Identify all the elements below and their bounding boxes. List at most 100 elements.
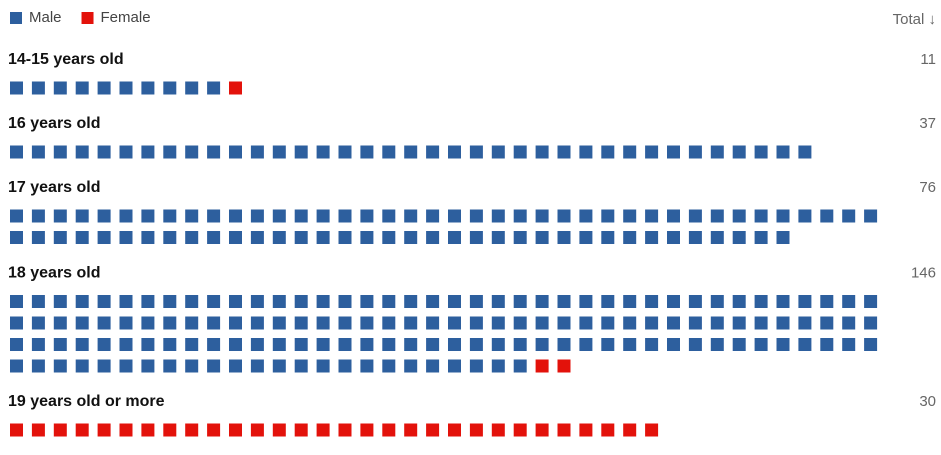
unit-square [360,316,374,330]
unit-square [53,145,67,159]
unit-square [207,145,221,159]
unit-square [272,145,286,159]
unit-square [579,316,593,330]
unit-square [469,231,483,244]
unit-square [382,295,396,308]
unit-square [688,209,702,223]
unit-square [579,145,593,159]
total-value: 30 [919,393,936,410]
unit-square [10,209,23,223]
unit-square [360,359,374,373]
unit-square [207,338,221,351]
unit-square [316,295,330,308]
unit-square [645,295,659,308]
unit-square [469,145,483,159]
unit-square [513,145,527,159]
unit-square [163,338,177,351]
unit-square [53,209,67,223]
unit-square [75,338,89,351]
unit-square [185,423,199,437]
unit-square [141,316,155,330]
unit-square [645,145,659,159]
unit-square [250,316,264,330]
unit-square [75,81,89,95]
unit-square [250,145,264,159]
unit-square [250,423,264,437]
unit-square [732,231,746,244]
unit-square [623,295,637,308]
unit-square [75,145,89,159]
unit-square [141,338,155,351]
unit-square [316,423,330,437]
unit-square [404,209,418,223]
unit-square [426,295,440,308]
unit-square [294,145,308,159]
legend-swatch [10,12,22,24]
unit-square [294,338,308,351]
unit-square [667,338,680,351]
unit-square [513,231,527,244]
unit-square [645,338,659,351]
unit-square [688,295,702,308]
unit-square [31,359,45,373]
unit-square [185,316,199,330]
unit-square [360,423,374,437]
unit-square [776,295,790,308]
unit-square [229,231,242,244]
unit-square [513,209,527,223]
unit-square [272,338,286,351]
unit-square [119,359,133,373]
unit-square [31,231,45,244]
unit-square [382,209,396,223]
unit-square [119,338,133,351]
unit-square [623,145,637,159]
unit-square [382,338,396,351]
unit-square [491,231,505,244]
unit-square [53,423,67,437]
unit-square [579,231,593,244]
unit-square [491,295,505,308]
unit-square [360,209,374,223]
legend-label: Female [101,9,151,26]
unit-square [798,145,812,159]
unit-square [776,231,790,244]
unit-square [820,295,834,308]
unit-square [404,231,418,244]
unit-square [229,209,242,223]
unit-square [10,145,23,159]
unit-square [272,316,286,330]
unit-square [75,231,89,244]
unit-square [97,338,111,351]
unit-square [360,295,374,308]
unit-square [185,359,199,373]
unit-square [448,338,461,351]
unit-square [207,81,221,95]
unit-square [601,423,615,437]
unit-square [601,145,615,159]
unit-square [710,145,724,159]
unit-square [119,316,133,330]
unit-square [448,423,461,437]
total-header: Total ↓ [893,11,936,28]
unit-square [163,231,177,244]
legend-label: Male [29,9,62,26]
unit-square [732,316,746,330]
unit-square [229,423,242,437]
unit-square [732,338,746,351]
unit-square [75,295,89,308]
unit-square [338,209,352,223]
unit-square [864,295,878,308]
unit-square [842,316,856,330]
unit-square [864,209,878,223]
unit-square [579,338,593,351]
unit-square [404,359,418,373]
unit-square [250,295,264,308]
unit-square [404,338,418,351]
unit-square [535,316,549,330]
unit-square [338,145,352,159]
unit-square [338,338,352,351]
unit-square [535,145,549,159]
unit-square [31,295,45,308]
unit-square [163,359,177,373]
unit-square [10,338,23,351]
